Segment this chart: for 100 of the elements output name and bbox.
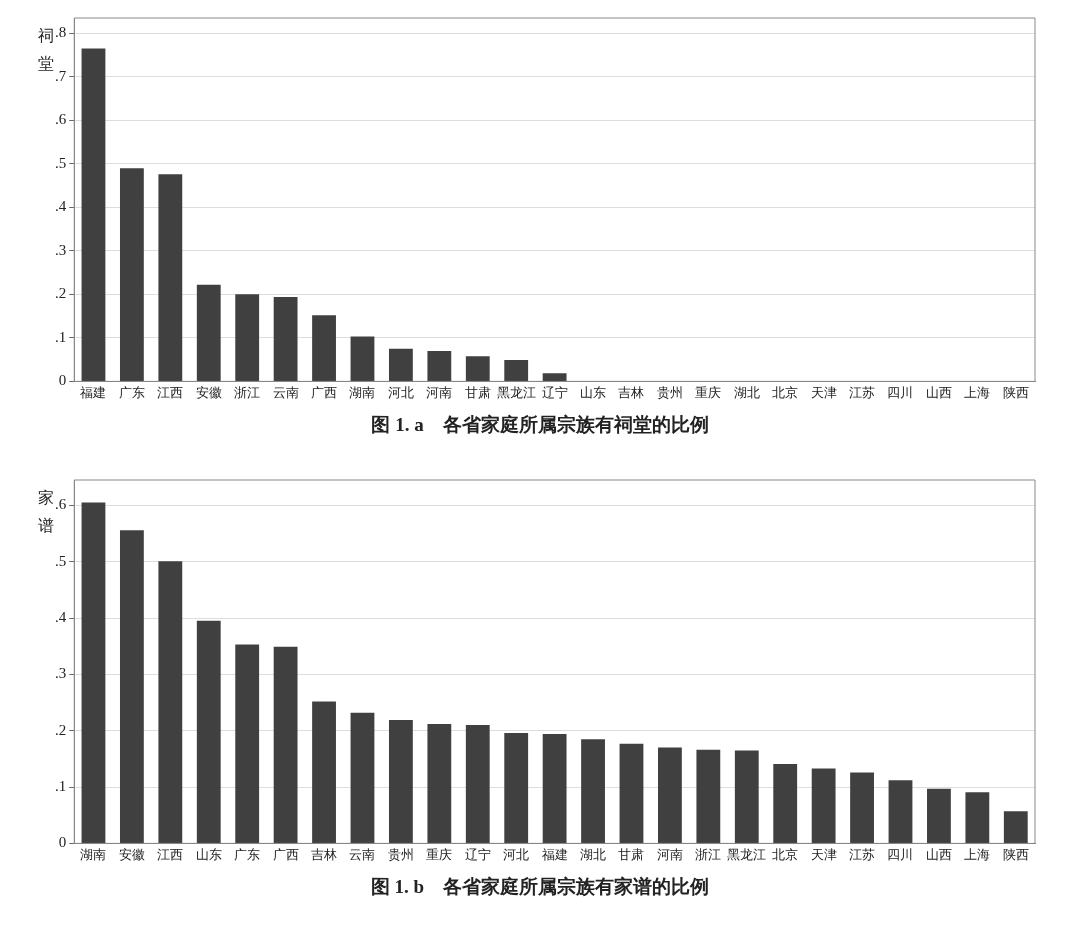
- y-tick-label: .8: [55, 24, 67, 41]
- y-tick-label: .6: [55, 496, 67, 513]
- bar: [119, 168, 144, 381]
- x-tick-label: 黑龙江: [496, 384, 536, 400]
- x-tick-label: 贵州: [387, 846, 414, 862]
- x-tick-label: 云南: [349, 846, 376, 862]
- x-tick-label: 陕西: [1002, 384, 1029, 400]
- y-tick-label: .4: [55, 608, 67, 625]
- x-tick-label: 安徽: [195, 384, 222, 400]
- bar: [581, 739, 605, 843]
- x-tick-label: 湖南: [349, 384, 376, 400]
- y-tick-label: .2: [55, 285, 67, 302]
- bar: [542, 734, 567, 843]
- x-tick-label: 天津: [810, 384, 837, 400]
- x-tick-label: 河北: [503, 846, 530, 862]
- bar: [81, 48, 106, 381]
- text: 图 1. a 各省家庭所属宗族有祠堂的比例: [370, 413, 710, 437]
- y-tick-label: .2: [55, 721, 67, 738]
- x-tick-label: 河北: [387, 384, 414, 400]
- bar: [427, 723, 452, 843]
- bar: [696, 749, 721, 843]
- y-tick-label: 0: [58, 372, 67, 389]
- bar: [158, 561, 183, 843]
- y-tick-label: .1: [55, 328, 67, 345]
- bar: [888, 780, 913, 843]
- x-tick-label: 湖北: [733, 384, 760, 400]
- bar: [542, 373, 567, 381]
- x-tick-label: 北京: [772, 846, 799, 862]
- bar: [81, 502, 106, 843]
- x-tick-label: 重庆: [426, 846, 453, 862]
- x-tick-label: 山西: [925, 846, 952, 862]
- x-tick-label: 吉林: [618, 384, 645, 400]
- x-tick-label: 黑龙江: [727, 846, 767, 862]
- x-tick-label: 天津: [810, 846, 837, 862]
- bar: [1003, 811, 1028, 843]
- x-tick-label: 重庆: [695, 384, 722, 400]
- bar: [196, 284, 221, 381]
- x-tick-label: 上海: [964, 846, 991, 862]
- y-tick-label: 0: [58, 834, 67, 851]
- y-tick-label: .5: [55, 154, 67, 171]
- bar: [927, 788, 951, 843]
- bar: [465, 725, 490, 843]
- bar: [312, 701, 336, 843]
- x-tick-label: 辽宁: [464, 846, 491, 862]
- x-tick-label: 河南: [656, 846, 683, 862]
- bar: [850, 772, 874, 843]
- bar: [158, 174, 183, 381]
- x-tick-label: 福建: [80, 384, 107, 400]
- x-tick-label: 湖北: [580, 846, 607, 862]
- bar: [658, 747, 682, 843]
- x-tick-label: 四川: [887, 384, 914, 400]
- x-tick-label: 陕西: [1002, 846, 1029, 862]
- x-tick-label: 浙江: [234, 384, 261, 400]
- y-tick-label: .4: [55, 198, 67, 215]
- bar: [235, 294, 260, 381]
- x-tick-label: 甘肃: [464, 384, 491, 400]
- y-tick-label: .6: [55, 111, 67, 128]
- bar: [235, 644, 260, 843]
- x-tick-label: 广西: [272, 846, 299, 862]
- y-tick-label: .1: [55, 778, 67, 794]
- x-tick-label: 云南: [272, 384, 299, 400]
- x-tick-label: 甘肃: [618, 846, 645, 862]
- y-axis-title: 祠堂: [38, 26, 54, 74]
- bar: [273, 646, 298, 843]
- x-tick-label: 辽宁: [541, 384, 568, 400]
- x-tick-label: 广东: [234, 846, 261, 862]
- bar: [427, 350, 452, 381]
- text: 图 1. b 各省家庭所属宗族有家谱的比例: [369, 875, 711, 899]
- bar: [388, 720, 413, 843]
- bar: [773, 763, 798, 843]
- x-tick-label: 江苏: [849, 846, 876, 862]
- x-tick-label: 江西: [157, 846, 184, 862]
- y-tick-label: .3: [55, 665, 67, 682]
- x-tick-label: 上海: [964, 384, 991, 400]
- bar: [312, 315, 336, 381]
- x-tick-label: 福建: [541, 846, 568, 862]
- y-tick-label: .7: [55, 67, 67, 84]
- y-tick-label: .5: [55, 552, 67, 569]
- x-tick-label: 湖南: [80, 846, 107, 862]
- x-tick-label: 安徽: [118, 846, 145, 862]
- bar: [619, 743, 644, 843]
- x-tick-label: 贵州: [656, 384, 683, 400]
- bar: [350, 712, 375, 843]
- x-tick-label: 山东: [580, 384, 607, 400]
- y-tick-label: .3: [55, 241, 67, 258]
- bar: [465, 356, 490, 381]
- bar: [119, 530, 144, 843]
- x-tick-label: 四川: [887, 846, 914, 862]
- bar: [504, 360, 529, 381]
- x-tick-label: 江苏: [849, 384, 876, 400]
- bar: [350, 336, 375, 381]
- x-tick-label: 广西: [311, 384, 338, 400]
- x-tick-label: 浙江: [695, 846, 722, 862]
- x-tick-label: 江西: [157, 384, 184, 400]
- x-tick-label: 山西: [925, 384, 952, 400]
- x-tick-label: 北京: [772, 384, 799, 400]
- bar: [196, 620, 221, 843]
- bar: [965, 792, 990, 843]
- bar: [388, 348, 413, 381]
- y-axis-title: 家谱: [38, 488, 54, 536]
